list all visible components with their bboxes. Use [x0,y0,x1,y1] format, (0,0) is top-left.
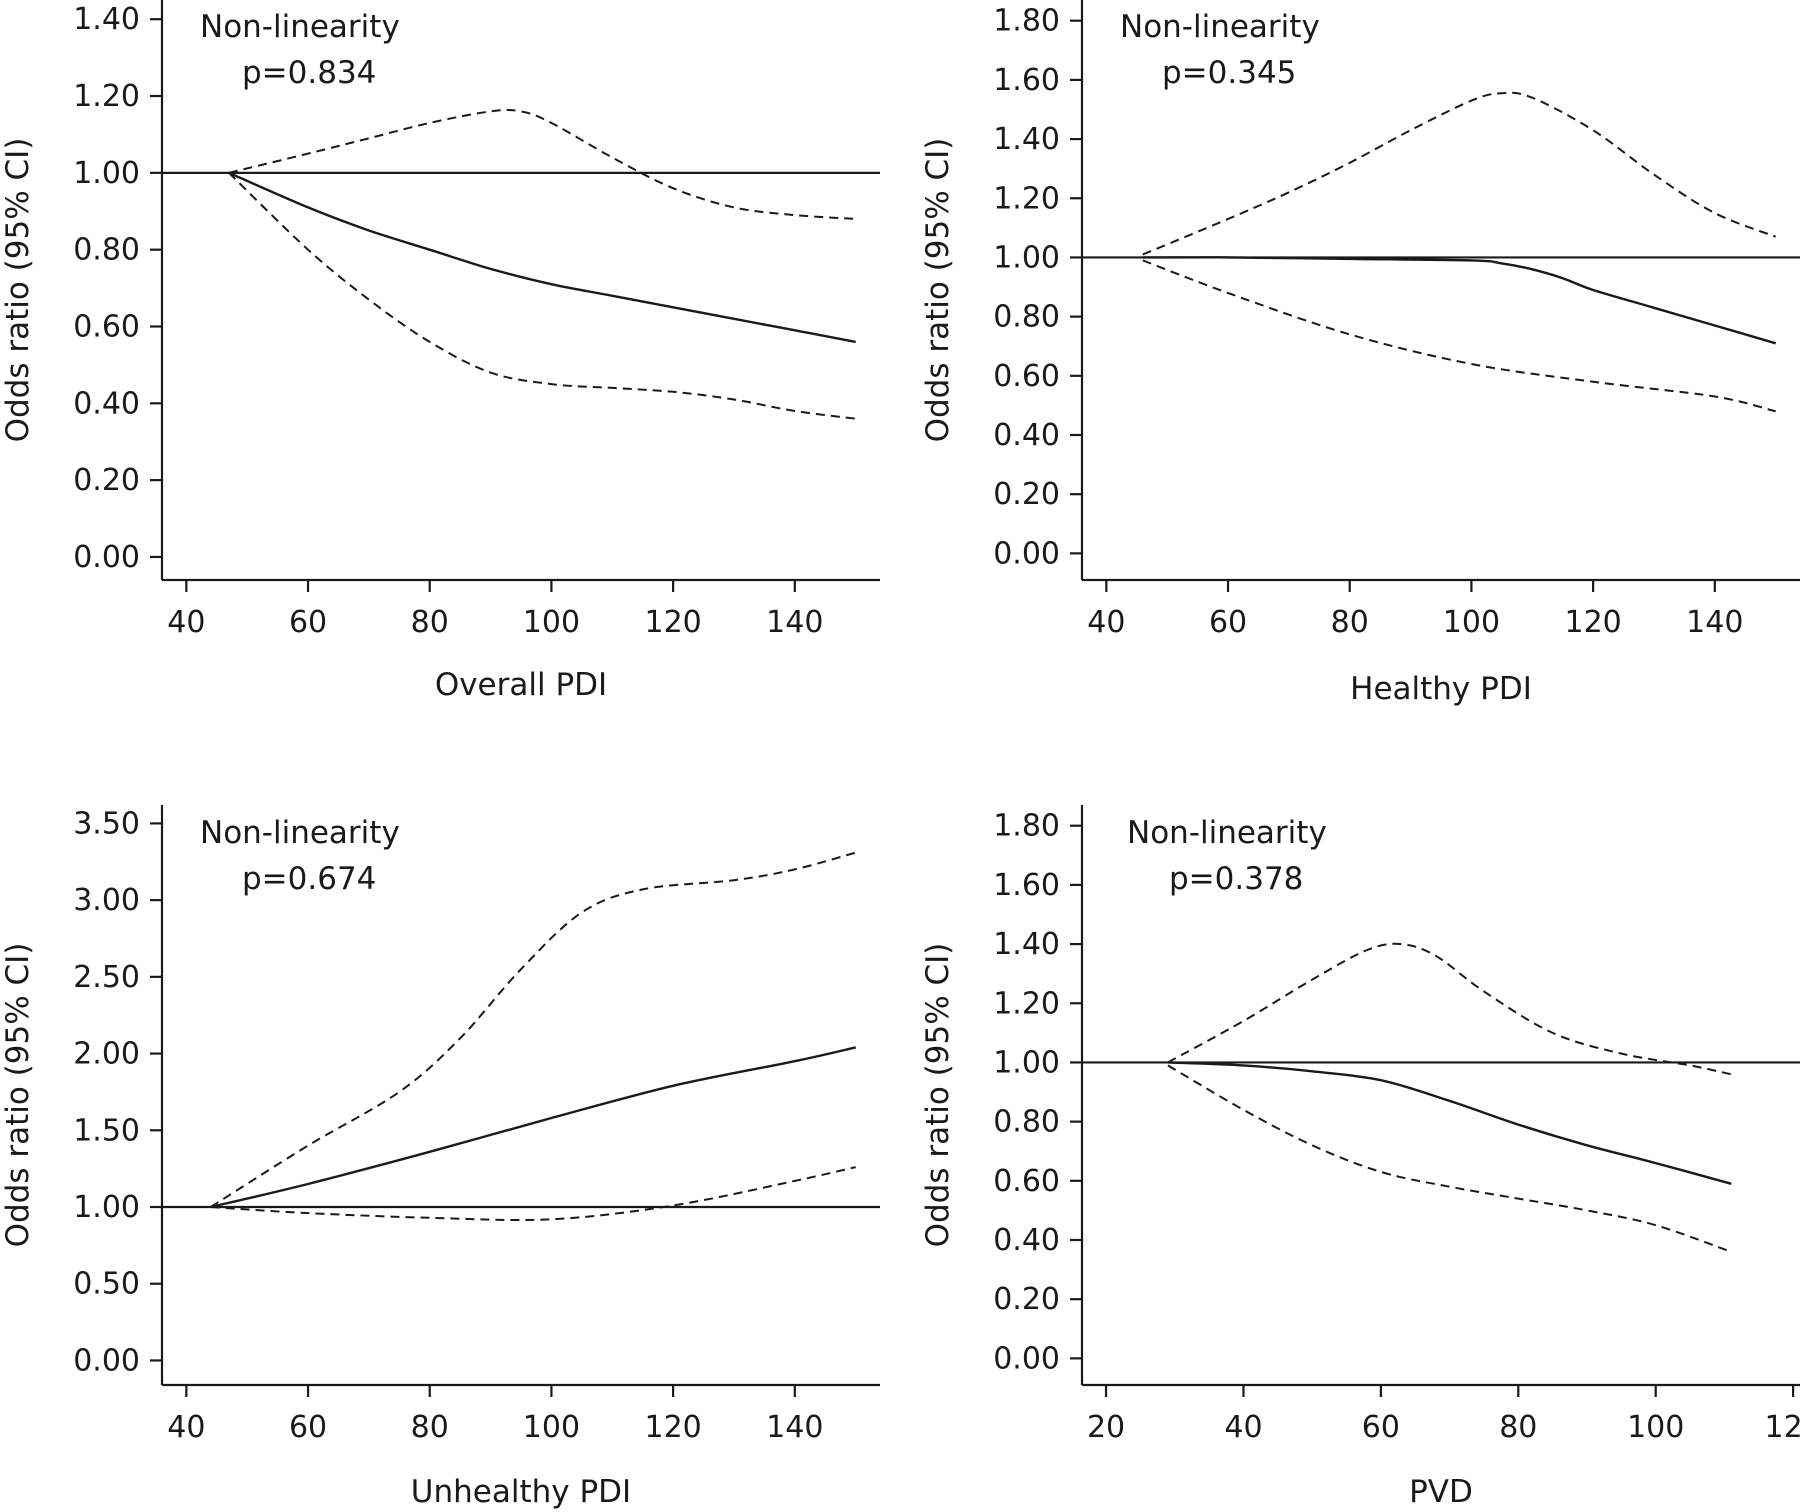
nonlinearity-label: Non-linearity [1127,815,1327,851]
y-tick-label: 1.20 [993,986,1060,1021]
x-axis-title: Overall PDI [435,667,607,703]
lower-ci-curve [1142,259,1776,413]
y-tick-label: 0.50 [73,1267,140,1302]
x-tick-label: 100 [523,1410,580,1445]
y-axis-title: Odds ratio (95% CI) [920,943,956,1248]
x-tick-label: 20 [1087,1410,1125,1445]
x-axis-title: Healthy PDI [1350,671,1532,707]
nonlinearity-label: Non-linearity [200,9,400,45]
p-value-label: p=0.378 [1169,861,1303,897]
y-tick-label: 0.40 [993,418,1060,453]
y-tick-label: 0.80 [73,233,140,268]
y-axis-title: Odds ratio (95% CI) [920,138,956,443]
panel-overall-pdi: Non-linearity p=0.834 0.00 0.20 0.40 0.60 0.… [0,0,880,703]
x-tick-label: 100 [523,605,580,640]
y-tick-label: 0.80 [993,1105,1060,1140]
y-tick-label: 0.80 [993,300,1060,335]
x-tick-label: 140 [766,605,823,640]
y-tick-label: 2.50 [73,960,140,995]
y-tick-label: 2.00 [73,1037,140,1072]
panel-pvd: Non-linearity p=0.378 0.00 0.20 0.40 0.60 0.… [920,805,1800,1510]
nonlinearity-label: Non-linearity [200,815,400,851]
y-tick-label: 0.20 [73,463,140,498]
odds-ratio-curve [210,1046,856,1209]
upper-ci-curve [228,108,856,220]
lower-ci-curve [228,172,856,420]
odds-ratio-curve [1142,256,1777,345]
y-tick-label: 0.00 [73,1343,140,1378]
y-tick-label: 1.40 [73,2,140,37]
y-tick-label: 1.80 [993,809,1060,844]
x-tick-label: 80 [411,1410,449,1445]
y-tick-label: 1.00 [993,240,1060,275]
x-tick-label: 140 [766,1410,823,1445]
p-value-label: p=0.674 [242,861,376,897]
x-tick-label: 120 [1764,1410,1800,1445]
panel-unhealthy-pdi: Non-linearity p=0.674 0.00 0.50 1.00 1.50 2.… [0,805,880,1510]
y-tick-label: 0.00 [993,1341,1060,1376]
y-tick-label: 1.20 [73,79,140,114]
x-tick-label: 100 [1627,1410,1684,1445]
x-tick-label: 80 [411,605,449,640]
x-tick-label: 40 [167,605,205,640]
x-tick-label: 40 [1224,1410,1262,1445]
x-tick-label: 120 [644,605,701,640]
y-tick-label: 1.50 [73,1113,140,1148]
p-value-label: p=0.834 [242,55,376,91]
x-tick-label: 120 [1564,605,1621,640]
odds-ratio-curve [1167,1061,1732,1185]
y-tick-label: 1.60 [993,63,1060,98]
odds-ratio-curve [228,171,856,344]
x-tick-label: 60 [1209,605,1247,640]
nonlinearity-label: Non-linearity [1120,9,1320,45]
y-tick-label: 0.60 [73,309,140,344]
y-tick-label: 0.20 [993,1282,1060,1317]
panel-healthy-pdi: Non-linearity p=0.345 0.00 0.20 0.40 0.60 0.… [920,0,1800,707]
x-axis-title: Unhealthy PDI [411,1474,631,1510]
x-tick-label: 140 [1686,605,1743,640]
y-tick-label: 3.50 [73,806,140,841]
x-tick-label: 40 [167,1410,205,1445]
x-tick-label: 40 [1087,605,1125,640]
y-tick-label: 1.00 [73,1190,140,1225]
y-tick-label: 0.00 [73,540,140,575]
lower-ci-curve [210,1166,856,1222]
y-tick-label: 3.00 [73,883,140,918]
p-value-label: p=0.345 [1162,55,1296,91]
x-tick-label: 120 [644,1410,701,1445]
y-tick-label: 1.20 [993,181,1060,216]
x-tick-label: 60 [289,1410,327,1445]
y-tick-label: 1.40 [993,122,1060,157]
y-tick-label: 0.40 [993,1223,1060,1258]
upper-ci-curve [210,851,856,1208]
y-tick-label: 0.20 [993,477,1060,512]
lower-ci-curve [1167,1064,1732,1253]
y-tick-label: 0.60 [993,1164,1060,1199]
x-tick-label: 80 [1331,605,1369,640]
y-tick-label: 0.40 [73,386,140,421]
y-tick-label: 0.00 [993,536,1060,571]
upper-ci-curve [1142,91,1777,256]
x-tick-label: 100 [1443,605,1500,640]
y-tick-label: 1.80 [993,4,1060,39]
upper-ci-curve [1167,942,1732,1076]
x-tick-label: 80 [1499,1410,1537,1445]
y-tick-label: 1.60 [993,868,1060,903]
x-tick-label: 60 [1362,1410,1400,1445]
y-axis-title: Odds ratio (95% CI) [0,943,36,1248]
y-tick-label: 0.60 [993,359,1060,394]
y-axis-title: Odds ratio (95% CI) [0,138,36,443]
y-tick-label: 1.00 [993,1045,1060,1080]
y-tick-label: 1.40 [993,927,1060,962]
x-tick-label: 60 [289,605,327,640]
x-axis-title: PVD [1409,1474,1473,1510]
y-tick-label: 1.00 [73,156,140,191]
